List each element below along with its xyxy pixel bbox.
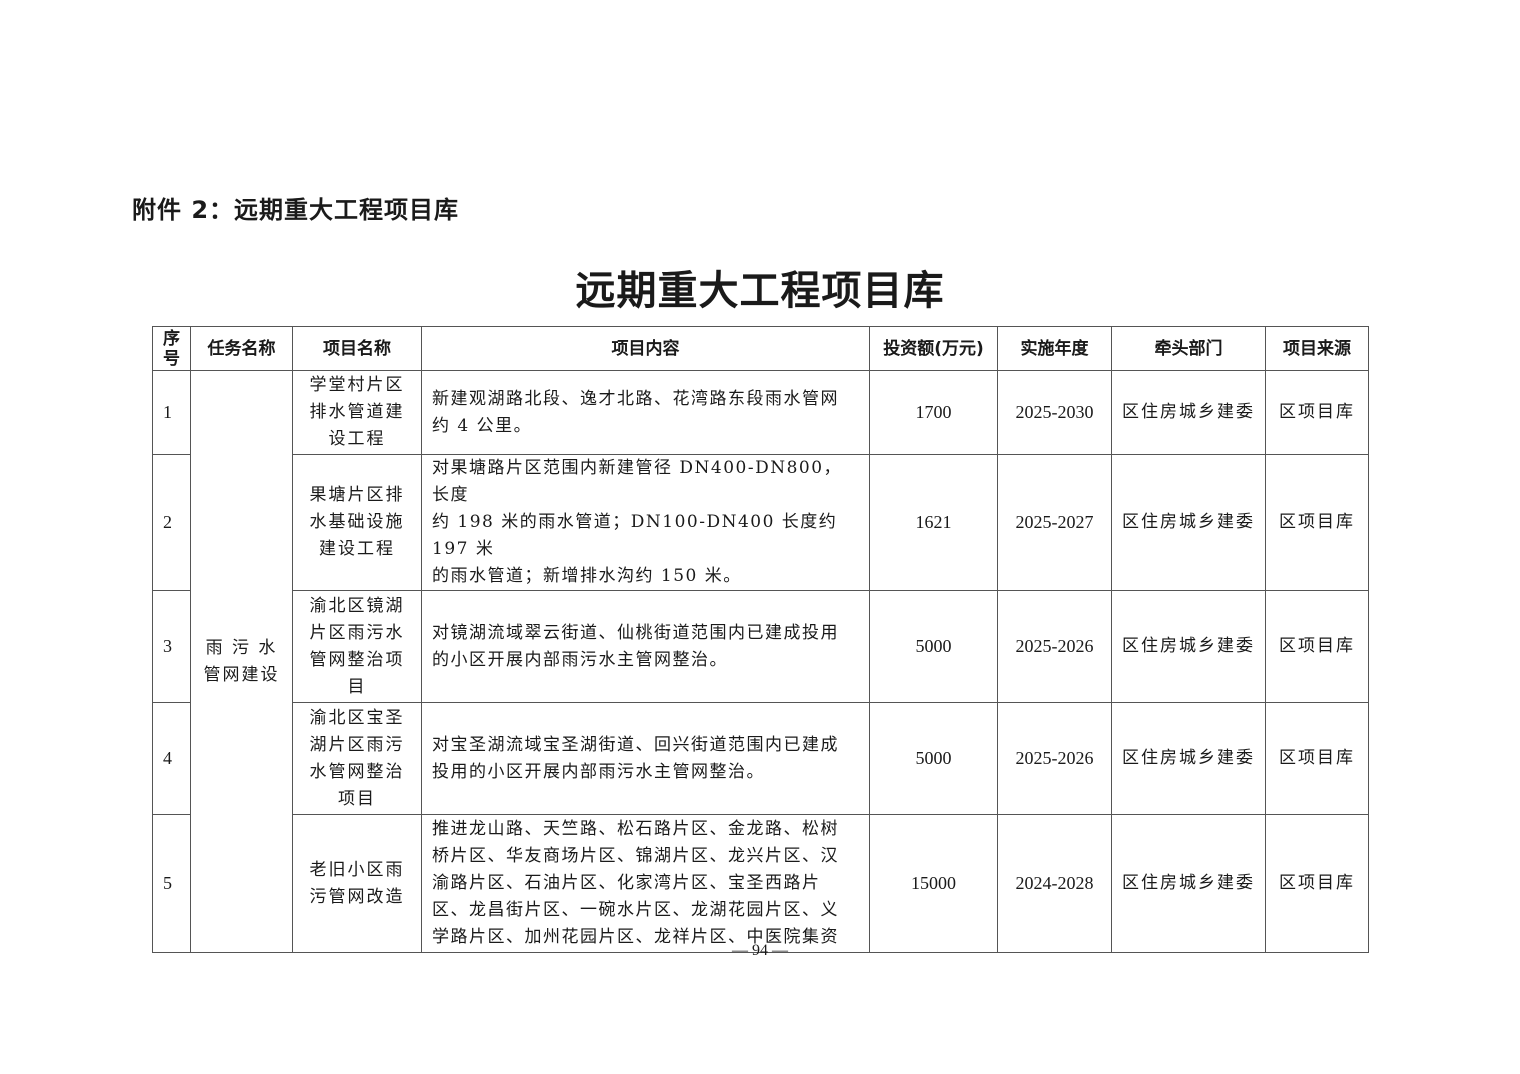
row-no: 5	[152, 814, 191, 953]
header-no: 序 号	[152, 326, 191, 371]
table-row: 2 果塘片区排 水基础设施 建设工程 对果塘路片区范围内新建管径 DN400-D…	[152, 454, 1369, 591]
page-number: — 94 —	[732, 942, 788, 959]
table-row: 3 渝北区镜湖 片区雨污水 管网整治项 目 对镜湖流域翠云街道、仙桃街道范围内已…	[152, 590, 1369, 703]
table-header-row: 序 号 任务名称 项目名称 项目内容 投资额(万元) 实施年度 牵头部门 项目来…	[152, 326, 1369, 371]
project-content: 新建观湖路北段、逸才北路、花湾路东段雨水管网 约 4 公里。	[421, 370, 870, 455]
source: 区项目库	[1265, 702, 1369, 815]
dept: 区住房城乡建委	[1111, 590, 1266, 703]
investment: 1621	[869, 454, 998, 591]
header-project-name: 项目名称	[292, 326, 422, 371]
project-content: 推进龙山路、天竺路、松石路片区、金龙路、松树 桥片区、华友商场片区、锦湖片区、龙…	[421, 814, 870, 953]
project-name: 学堂村片区 排水管道建 设工程	[292, 370, 422, 455]
header-content: 项目内容	[421, 326, 870, 371]
project-table: 序 号 任务名称 项目名称 项目内容 投资额(万元) 实施年度 牵头部门 项目来…	[152, 326, 1369, 953]
investment: 5000	[869, 702, 998, 815]
header-task: 任务名称	[190, 326, 293, 371]
header-investment: 投资额(万元)	[869, 326, 998, 371]
source: 区项目库	[1265, 454, 1369, 591]
dept: 区住房城乡建委	[1111, 814, 1266, 953]
investment: 1700	[869, 370, 998, 455]
document-title: 远期重大工程项目库	[575, 267, 945, 314]
project-name: 老旧小区雨 污管网改造	[292, 814, 422, 953]
header-dept: 牵头部门	[1111, 326, 1266, 371]
project-content: 对宝圣湖流域宝圣湖街道、回兴街道范围内已建成 投用的小区开展内部雨污水主管网整治…	[421, 702, 870, 815]
source: 区项目库	[1265, 370, 1369, 455]
years: 2025-2026	[997, 702, 1112, 815]
dept: 区住房城乡建委	[1111, 702, 1266, 815]
investment: 5000	[869, 590, 998, 703]
row-no: 2	[152, 454, 191, 591]
row-no: 1	[152, 370, 191, 455]
investment: 15000	[869, 814, 998, 953]
table-row: 4 渝北区宝圣 湖片区雨污 水管网整治 项目 对宝圣湖流域宝圣湖街道、回兴街道范…	[152, 702, 1369, 815]
task-name: 雨 污 水 管网建设	[190, 370, 293, 953]
years: 2025-2030	[997, 370, 1112, 455]
header-source: 项目来源	[1265, 326, 1369, 371]
project-content: 对镜湖流域翠云街道、仙桃街道范围内已建成投用 的小区开展内部雨污水主管网整治。	[421, 590, 870, 703]
table-row: 1 雨 污 水 管网建设 学堂村片区 排水管道建 设工程 新建观湖路北段、逸才北…	[152, 370, 1369, 953]
source: 区项目库	[1265, 590, 1369, 703]
row-no: 4	[152, 702, 191, 815]
years: 2025-2026	[997, 590, 1112, 703]
years: 2025-2027	[997, 454, 1112, 591]
project-name: 渝北区镜湖 片区雨污水 管网整治项 目	[292, 590, 422, 703]
project-content: 对果塘路片区范围内新建管径 DN400-DN800，长度 约 198 米的雨水管…	[421, 454, 870, 591]
header-years: 实施年度	[997, 326, 1112, 371]
row-no: 3	[152, 590, 191, 703]
table-row: 5 老旧小区雨 污管网改造 推进龙山路、天竺路、松石路片区、金龙路、松树 桥片区…	[152, 814, 1369, 953]
attachment-heading: 附件 2：远期重大工程项目库	[132, 196, 460, 224]
project-name: 果塘片区排 水基础设施 建设工程	[292, 454, 422, 591]
dept: 区住房城乡建委	[1111, 454, 1266, 591]
dept: 区住房城乡建委	[1111, 370, 1266, 455]
project-name: 渝北区宝圣 湖片区雨污 水管网整治 项目	[292, 702, 422, 815]
source: 区项目库	[1265, 814, 1369, 953]
years: 2024-2028	[997, 814, 1112, 953]
